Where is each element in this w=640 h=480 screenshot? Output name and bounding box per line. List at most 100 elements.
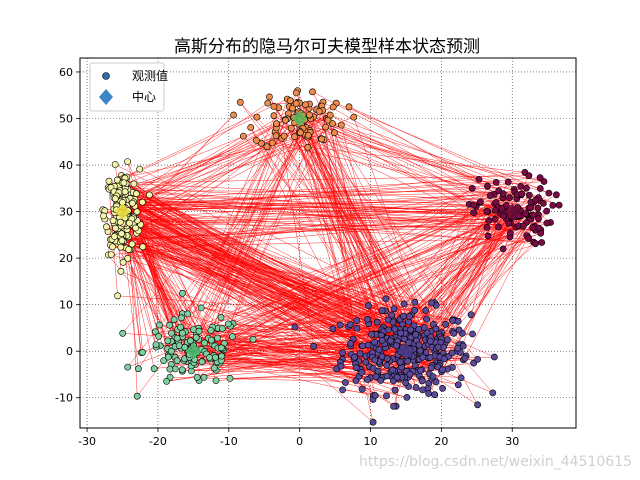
observation-point <box>490 353 498 361</box>
observation-point <box>368 330 375 338</box>
observation-point <box>173 334 181 342</box>
observation-point <box>207 336 215 344</box>
observation-point <box>111 233 118 240</box>
observation-point <box>164 353 172 361</box>
observation-point <box>280 132 288 140</box>
observation-point <box>200 373 208 381</box>
axes-border <box>79 57 577 429</box>
observation-point <box>179 289 186 297</box>
observation-point <box>417 366 425 374</box>
observation-point <box>292 100 300 107</box>
observation-point <box>476 198 484 206</box>
observation-point <box>177 323 184 331</box>
watermark: https://blog.csdn.net/weixin_44510615 <box>358 454 632 470</box>
observation-point <box>181 343 189 351</box>
observation-point <box>549 201 557 209</box>
observation-point <box>177 314 185 322</box>
observation-point <box>353 324 361 332</box>
observation-point <box>224 320 232 328</box>
observation-point <box>252 136 260 144</box>
observation-point <box>400 312 407 320</box>
observation-point <box>265 93 273 101</box>
observation-point <box>132 224 139 232</box>
observation-point <box>175 342 183 349</box>
observation-point <box>489 389 497 397</box>
observation-point <box>543 207 550 215</box>
observation-point <box>384 316 392 324</box>
observation-point <box>212 377 220 384</box>
observation-point <box>318 135 325 143</box>
x-tick-label: 0 <box>296 435 303 448</box>
observation-point <box>419 353 427 361</box>
observation-point <box>454 344 462 352</box>
axes-frame <box>79 57 577 429</box>
observation-point <box>105 177 113 185</box>
observation-point <box>230 111 237 119</box>
observation-point <box>315 108 323 115</box>
observation-point <box>387 337 394 345</box>
observation-point <box>523 184 530 192</box>
center-marker <box>114 203 131 220</box>
observation-point <box>525 191 533 199</box>
legend-marker-observation <box>102 72 110 80</box>
center-marker <box>185 343 202 360</box>
observation-point <box>475 175 483 183</box>
observation-point <box>291 133 298 141</box>
x-tick-label: -10 <box>220 435 238 448</box>
observation-point <box>217 344 225 352</box>
observation-point <box>484 182 491 190</box>
observation-point <box>329 325 337 333</box>
cluster-centers <box>114 110 521 360</box>
observation-point <box>160 357 168 364</box>
observation-point <box>428 299 436 307</box>
observation-point <box>423 315 431 323</box>
observation-point <box>492 178 500 186</box>
observation-point <box>470 209 478 216</box>
observation-point <box>412 331 419 338</box>
observation-point <box>341 379 349 386</box>
observation-point <box>178 366 186 374</box>
observation-point <box>129 199 136 207</box>
observation-point <box>118 230 125 238</box>
observation-point <box>155 321 163 329</box>
observation-point <box>486 192 494 199</box>
observation-point <box>163 377 170 385</box>
observation-point <box>109 243 116 251</box>
observation-point <box>500 212 508 220</box>
observation-point <box>253 113 261 121</box>
observation-point <box>375 345 383 353</box>
observation-point <box>393 373 401 381</box>
observation-point <box>498 204 506 212</box>
observation-point <box>450 329 458 337</box>
observation-point <box>206 354 213 361</box>
observation-point <box>103 223 110 231</box>
observation-point <box>483 223 491 231</box>
observation-point <box>397 329 405 337</box>
center-marker <box>504 203 521 220</box>
observation-point <box>400 300 408 308</box>
observation-point <box>412 384 420 391</box>
observation-point <box>124 158 131 165</box>
observation-point <box>491 215 499 223</box>
observation-point <box>448 349 456 357</box>
observation-point <box>540 199 547 207</box>
observation-point <box>128 240 136 248</box>
observation-point <box>346 321 354 328</box>
observation-point <box>211 353 219 361</box>
observation-point <box>536 185 544 192</box>
observation-point <box>111 161 119 168</box>
observation-point <box>491 206 499 214</box>
observation-point <box>392 342 400 350</box>
observation-point <box>474 355 481 363</box>
observation-point <box>363 376 371 383</box>
observation-point <box>390 402 397 410</box>
observation-point <box>329 103 337 111</box>
observation-point <box>166 321 173 329</box>
observation-point <box>117 267 125 275</box>
observation-point <box>470 201 478 209</box>
observation-point <box>164 337 172 345</box>
observation-point <box>431 391 439 399</box>
observation-point <box>383 361 391 369</box>
y-tick-label: 60 <box>59 66 73 79</box>
observation-point <box>442 320 449 328</box>
